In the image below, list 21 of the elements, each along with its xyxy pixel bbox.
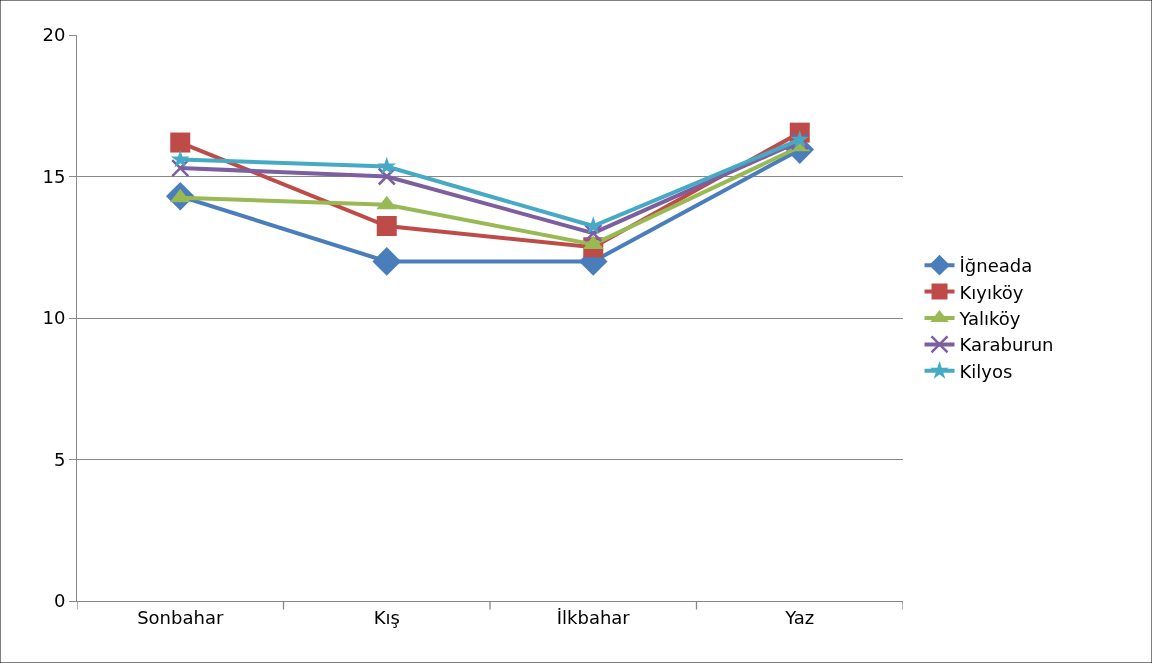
y-tick-label: 5 xyxy=(53,448,66,470)
x-tick-label: Sonbahar xyxy=(137,606,224,628)
point xyxy=(170,149,190,168)
point xyxy=(377,156,397,175)
point xyxy=(170,132,191,153)
legend-label: Karaburun xyxy=(959,334,1054,356)
point xyxy=(377,167,396,186)
y-tick-label: 0 xyxy=(53,590,66,612)
legend-label: İğneada xyxy=(959,255,1033,277)
legend-label: Yalıköy xyxy=(958,308,1021,330)
legend-label: Kıyıköy xyxy=(959,281,1024,303)
y-tick-label: 20 xyxy=(42,24,66,46)
legend-label: Kilyos xyxy=(959,360,1013,382)
point xyxy=(372,247,402,276)
x-tick-label: Yaz xyxy=(784,606,815,628)
point xyxy=(376,216,397,237)
x-tick-label: Kış xyxy=(373,606,400,628)
y-tick-label: 15 xyxy=(42,165,66,187)
y-tick-label: 10 xyxy=(42,307,66,329)
point xyxy=(584,223,603,243)
x-tick-label: İlkbahar xyxy=(556,606,631,628)
